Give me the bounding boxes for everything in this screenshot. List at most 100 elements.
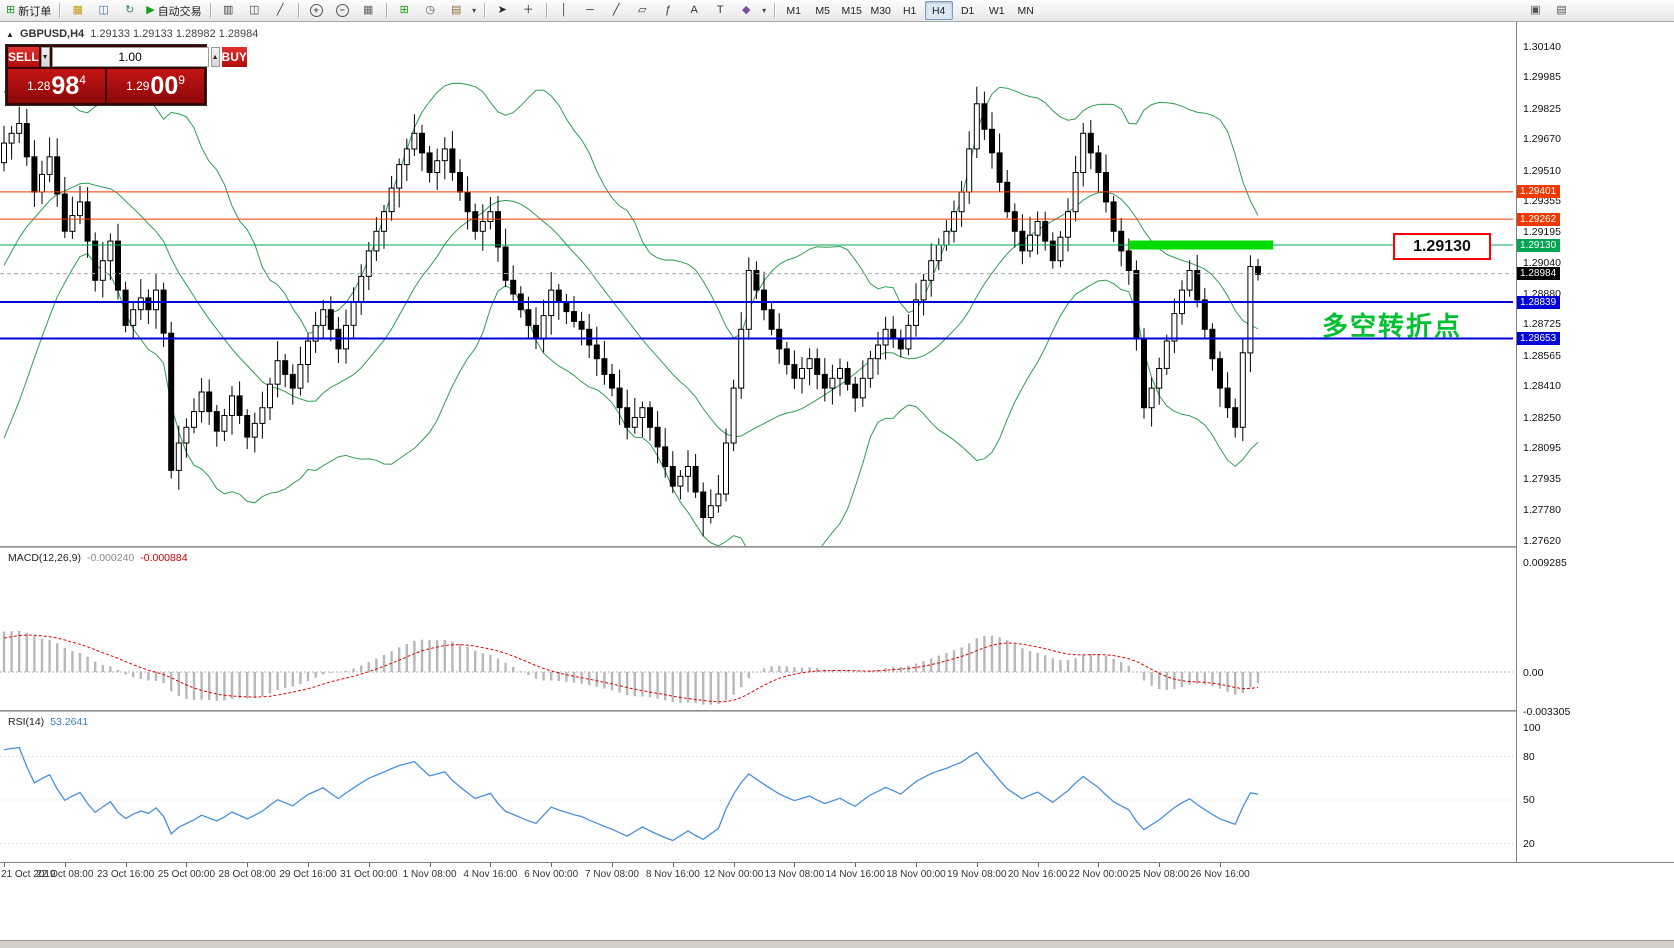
- candle: [1004, 181, 1011, 213]
- candle: [1209, 328, 1216, 360]
- timeframe-m30-button[interactable]: M30: [870, 4, 891, 17]
- candle: [434, 160, 441, 173]
- label-icon[interactable]: T: [708, 1, 733, 21]
- new-chart-icon[interactable]: ▦: [65, 1, 90, 21]
- price-tick: 1.29040: [1523, 256, 1561, 269]
- rsi-tick: 50: [1523, 794, 1535, 806]
- pane-splitter[interactable]: [0, 546, 1674, 548]
- timeframe-h1-button[interactable]: H1: [902, 4, 917, 17]
- text-icon[interactable]: A: [682, 1, 707, 21]
- candle: [852, 383, 859, 399]
- time-tick: [308, 863, 309, 867]
- candle: [122, 289, 129, 326]
- volume-down-button[interactable]: ▼: [40, 47, 50, 67]
- refresh-icon[interactable]: ↻: [117, 1, 142, 21]
- macd-pane-svg[interactable]: [0, 548, 1516, 710]
- buy-price-button[interactable]: 1.29 00 9: [107, 69, 204, 103]
- candle: [913, 299, 919, 326]
- candle: [799, 368, 805, 379]
- timeframe-h4-button[interactable]: H4: [924, 1, 953, 20]
- candle: [761, 289, 767, 311]
- horizontal-line-icon[interactable]: ─: [578, 1, 603, 21]
- candle: [39, 173, 45, 193]
- candle: [951, 211, 957, 232]
- zoom-in-button[interactable]: +: [304, 1, 329, 21]
- panel-collapse-icon[interactable]: ▲: [6, 30, 14, 39]
- candle: [46, 156, 53, 175]
- templates-button[interactable]: ▤: [444, 1, 469, 21]
- dock-window-icon[interactable]: ▣: [1523, 1, 1548, 21]
- price-tick: 1.27620: [1523, 535, 1561, 547]
- arrows-caret-icon[interactable]: ▾: [762, 6, 767, 15]
- candle: [99, 260, 106, 281]
- timeframe-m5-button[interactable]: M5: [815, 4, 830, 17]
- sell-button[interactable]: SELL: [8, 47, 39, 67]
- candle: [593, 344, 600, 360]
- volume-input[interactable]: [51, 47, 209, 67]
- crosshair-icon[interactable]: ＋: [516, 1, 541, 21]
- toolbar-separator: [545, 3, 547, 18]
- autotrade-button[interactable]: ▶ 自动交易: [143, 1, 204, 21]
- highlight-trendline[interactable]: [1128, 240, 1274, 250]
- horizontal-line-icon: ─: [586, 4, 595, 16]
- time-label: 25 Nov 08:00: [1129, 869, 1189, 880]
- candle: [495, 211, 501, 248]
- timeframe-mn-button[interactable]: MN: [1017, 4, 1034, 17]
- candle: [540, 315, 547, 340]
- templates-caret-icon[interactable]: ▾: [472, 6, 477, 15]
- main-chart-svg[interactable]: [0, 22, 1516, 546]
- price-tick: 1.29510: [1523, 164, 1561, 177]
- price-axis[interactable]: 1.30140 1.29985 1.29825 1.29670 1.29510 1.293…: [1516, 22, 1674, 862]
- trendline-icon[interactable]: ╱: [604, 1, 629, 21]
- time-tick: [1098, 863, 1100, 867]
- candle: [875, 344, 881, 360]
- candle: [1186, 270, 1193, 291]
- fibonacci-icon[interactable]: ƒ: [656, 1, 681, 21]
- time-label: 12 Nov 00:00: [703, 869, 764, 880]
- new-order-button[interactable]: ⊞ 新订单: [3, 1, 54, 21]
- candlestick-chart-icon[interactable]: ◫: [242, 1, 267, 21]
- toolbar-separator: [297, 3, 299, 18]
- candle: [631, 417, 638, 428]
- sell-price-button[interactable]: 1.28 98 4: [8, 69, 105, 103]
- cursor-icon[interactable]: ➤: [490, 1, 515, 21]
- rsi-pane-svg[interactable]: [0, 712, 1516, 862]
- zoom-out-button[interactable]: −: [330, 1, 355, 21]
- vertical-line-icon[interactable]: │: [552, 1, 577, 21]
- profiles-icon[interactable]: ◫: [91, 1, 116, 21]
- timeframe-m15-button[interactable]: M15: [841, 4, 862, 17]
- channel-icon[interactable]: ▱: [630, 1, 655, 21]
- bar-chart-icon[interactable]: ▥: [216, 1, 241, 21]
- time-tick: [672, 863, 674, 867]
- price-tick: 1.29985: [1523, 71, 1561, 84]
- macd-tick: -0.003305: [1523, 706, 1571, 718]
- turning-point-annotation[interactable]: 多空转折点: [1322, 311, 1463, 341]
- time-axis[interactable]: 21 Oct 2019 22 Oct 08:00 23 Oct 16:00 25 Oc…: [0, 862, 1674, 887]
- arrange-windows-icon: ▤: [1556, 4, 1567, 16]
- candle: [928, 260, 935, 281]
- candle: [153, 289, 159, 311]
- rsi-tick: 80: [1523, 750, 1535, 763]
- autotrade-button: ▶: [146, 4, 155, 16]
- pane-splitter[interactable]: [0, 710, 1674, 712]
- time-label: 21 Oct 2019: [1, 869, 56, 880]
- profiles-icon: ◫: [98, 4, 109, 16]
- price-tick: 1.28565: [1523, 349, 1561, 362]
- indicators-button[interactable]: ⊞: [392, 1, 417, 21]
- grid-icon[interactable]: ▦: [356, 1, 381, 21]
- price-tag-1.29401: 1.29401: [1517, 185, 1561, 199]
- new-order-button: ⊞: [6, 4, 16, 16]
- timeframe-m1-button[interactable]: M1: [786, 4, 801, 17]
- timeframe-d1-button[interactable]: D1: [960, 4, 975, 17]
- candle: [396, 164, 403, 189]
- arrows-icon[interactable]: ◆: [734, 1, 759, 21]
- price-callout-label[interactable]: 1.29130: [1393, 233, 1491, 260]
- arrange-windows-icon[interactable]: ▤: [1549, 1, 1574, 21]
- volume-up-button[interactable]: ▲: [210, 47, 220, 67]
- buy-button[interactable]: BUY: [221, 47, 247, 67]
- price-tick: 1.30140: [1523, 41, 1561, 53]
- candle: [77, 201, 83, 217]
- periods-button[interactable]: ◷: [418, 1, 443, 21]
- timeframe-w1-button[interactable]: W1: [988, 4, 1005, 17]
- line-chart-icon[interactable]: ╱: [268, 1, 293, 21]
